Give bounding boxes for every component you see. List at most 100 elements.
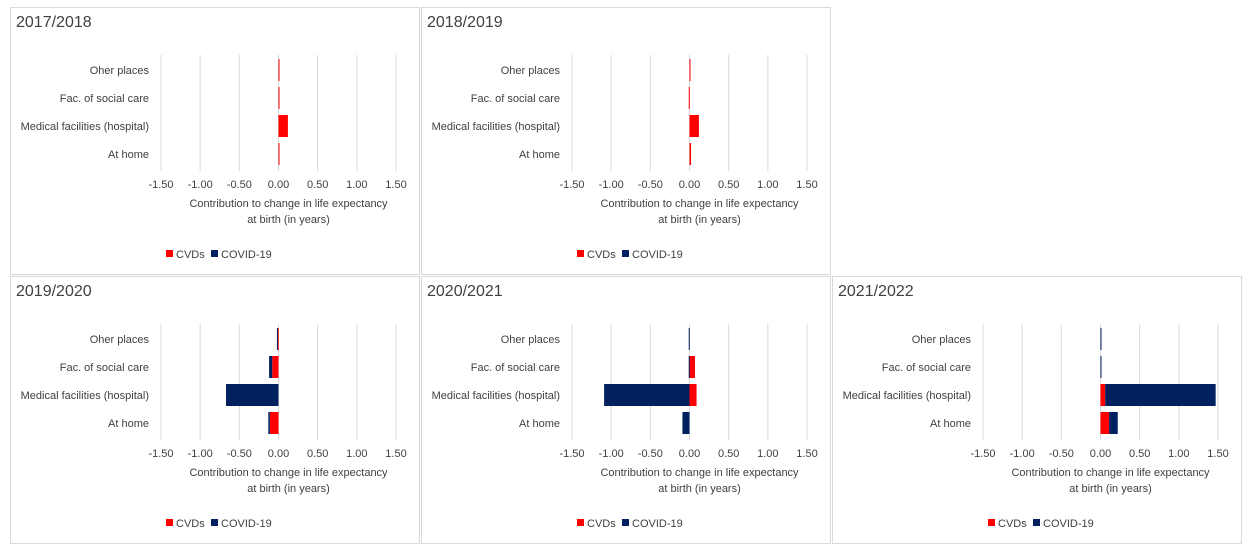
x-tick-label: -1.50	[148, 448, 173, 460]
legend-swatch-covid19	[211, 250, 218, 257]
x-axis-label: Contribution to change in life expectanc…	[189, 467, 388, 479]
x-axis-label: Contribution to change in life expectanc…	[1011, 467, 1210, 479]
legend-label: CVDs	[587, 249, 616, 261]
legend-swatch-covid19	[211, 519, 218, 526]
bar-cvds	[689, 115, 699, 137]
x-axis-label: Contribution to change in life expectanc…	[600, 198, 799, 210]
x-tick-label: -0.50	[1049, 448, 1074, 460]
bar-covid19	[682, 412, 690, 434]
chart-svg: 2020/2021 -1.50 -1.00 -0.50 0.00 0.50 1.00 1.50…	[427, 283, 818, 530]
category-label: Fac. of social care	[471, 93, 560, 105]
x-tick-label: -0.50	[227, 448, 252, 460]
x-tick-label: 0.50	[718, 448, 739, 460]
bar-cvds	[269, 412, 279, 434]
x-tick-label: -0.50	[638, 179, 663, 191]
x-tick-label: -1.50	[559, 179, 584, 191]
x-axis-label: Contribution to change in life expectanc…	[189, 198, 388, 210]
bar-covid19	[1100, 328, 1102, 350]
bar-covid19	[226, 384, 279, 406]
bar-cvds	[278, 87, 280, 109]
chart-title: 2021/2022	[838, 283, 914, 300]
legend: CVDs COVID-19	[577, 249, 683, 261]
legend: CVDs COVID-19	[166, 249, 272, 261]
legend-swatch-cvds	[988, 519, 995, 526]
x-axis-label: at birth (in years)	[658, 483, 741, 495]
legend-label: CVDs	[176, 249, 205, 261]
x-tick-label: 1.00	[757, 448, 778, 460]
category-label: Fac. of social care	[471, 362, 560, 374]
legend-label: CVDs	[998, 518, 1027, 530]
bar-cvds	[272, 356, 279, 378]
x-tick-label: 0.00	[268, 448, 289, 460]
x-tick-label: -1.50	[148, 179, 173, 191]
x-axis-label: at birth (in years)	[658, 214, 741, 226]
x-tick-label: 1.00	[346, 448, 367, 460]
legend-label: CVDs	[176, 518, 205, 530]
bar-covid19	[1105, 384, 1216, 406]
chart-panel-2017-2018: 2017/2018 -1.50 -1.00 -0.50 0.00 0.50 1.00 1.50…	[10, 7, 420, 275]
category-label: Oher places	[501, 65, 561, 77]
bar-cvds	[689, 59, 691, 81]
legend-swatch-cvds	[577, 519, 584, 526]
x-tick-label: 1.50	[1207, 448, 1228, 460]
bar-cvds	[689, 356, 695, 378]
bar-cvds	[1100, 412, 1110, 434]
category-label: Medical facilities (hospital)	[21, 390, 149, 402]
bar-cvds	[278, 59, 280, 81]
x-tick-label: 1.50	[385, 448, 406, 460]
x-axis-label: at birth (in years)	[1069, 483, 1152, 495]
bars	[226, 328, 279, 434]
bar-cvds	[278, 115, 288, 137]
category-label: Oher places	[912, 334, 972, 346]
bar-cvds	[278, 143, 280, 165]
bar-cvds	[1100, 384, 1106, 406]
legend-label: COVID-19	[632, 518, 683, 530]
category-label: Medical facilities (hospital)	[432, 390, 560, 402]
x-tick-label: 0.00	[1090, 448, 1111, 460]
bar-cvds	[277, 328, 279, 350]
category-label: At home	[108, 149, 149, 161]
chart-svg: 2018/2019 -1.50 -1.00 -0.50 0.00 0.50 1.00 1.50…	[427, 14, 818, 261]
gridlines	[160, 324, 397, 440]
x-tick-label: -1.00	[1010, 448, 1035, 460]
chart-title: 2017/2018	[16, 14, 92, 31]
legend: CVDs COVID-19	[577, 518, 683, 530]
category-label: At home	[930, 418, 971, 430]
x-tick-label: 0.50	[307, 448, 328, 460]
x-tick-label: 0.00	[679, 179, 700, 191]
chart-svg: 2019/2020 -1.50 -1.00 -0.50 0.00 0.50 1.00 1.50…	[16, 283, 407, 530]
legend-swatch-covid19	[622, 250, 629, 257]
x-tick-label: -0.50	[638, 448, 663, 460]
legend-label: COVID-19	[221, 249, 272, 261]
bars	[1100, 328, 1216, 434]
bar-covid19	[604, 384, 690, 406]
x-axis-label: at birth (in years)	[247, 483, 330, 495]
bar-covid19	[276, 328, 278, 350]
x-tick-label: -1.00	[599, 179, 624, 191]
x-tick-label: 0.50	[1129, 448, 1150, 460]
x-tick-label: 0.50	[307, 179, 328, 191]
chart-title: 2020/2021	[427, 283, 503, 300]
x-tick-label: 1.50	[796, 179, 817, 191]
category-label: Fac. of social care	[882, 362, 971, 374]
category-label: At home	[519, 418, 560, 430]
category-label: Oher places	[90, 65, 150, 77]
bar-cvds	[688, 87, 690, 109]
x-tick-label: 0.00	[679, 448, 700, 460]
legend-label: COVID-19	[1043, 518, 1094, 530]
x-tick-label: 1.00	[1168, 448, 1189, 460]
x-tick-label: 1.50	[796, 448, 817, 460]
bar-covid19	[688, 328, 690, 350]
legend-swatch-cvds	[166, 519, 173, 526]
x-axis-label: Contribution to change in life expectanc…	[600, 467, 799, 479]
legend-swatch-cvds	[577, 250, 584, 257]
bar-covid19	[688, 356, 690, 378]
chart-svg: 2021/2022 -1.50 -1.00 -0.50 0.00 0.50 1.00 1.50…	[838, 283, 1229, 530]
legend-label: CVDs	[587, 518, 616, 530]
category-label: Fac. of social care	[60, 93, 149, 105]
x-tick-label: -1.00	[188, 448, 213, 460]
x-axis-label: at birth (in years)	[247, 214, 330, 226]
category-label: Medical facilities (hospital)	[843, 390, 971, 402]
legend-swatch-covid19	[622, 519, 629, 526]
bar-covid19	[269, 356, 273, 378]
